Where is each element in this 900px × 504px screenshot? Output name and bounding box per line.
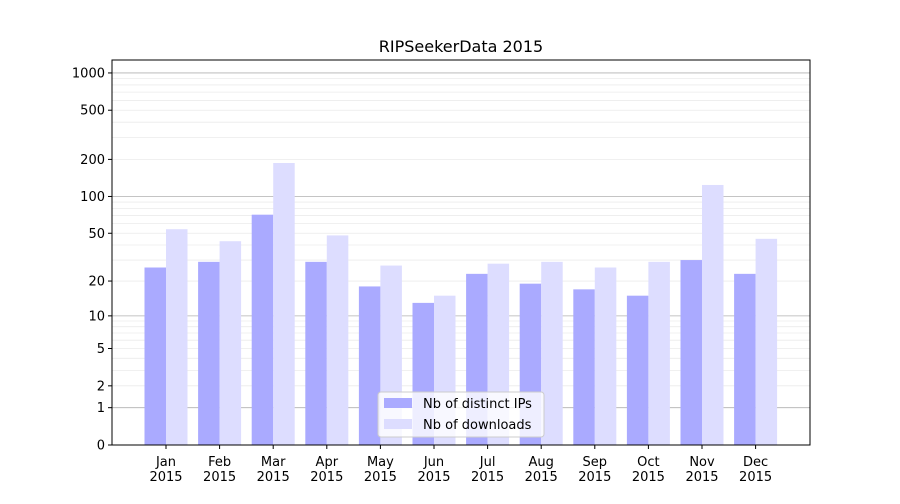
x-tick-label: 2015 <box>525 470 558 485</box>
x-tick-label: Oct <box>637 455 659 470</box>
y-tick-label: 100 <box>80 190 105 205</box>
bar-ips <box>734 273 756 445</box>
legend-swatch <box>384 398 412 408</box>
legend: Nb of distinct IPs Nb of downloads <box>377 391 545 438</box>
bar-downloads <box>541 261 563 445</box>
bar-ips <box>358 286 381 445</box>
x-tick-label: Feb <box>208 455 231 470</box>
x-tick-label: 2015 <box>685 470 718 485</box>
x-tick-label: Apr <box>316 455 339 470</box>
legend-box <box>377 391 545 438</box>
chart-title: RIPSeekerData 2015 <box>379 37 543 56</box>
axes-frame <box>111 59 811 446</box>
x-tick-label: 2015 <box>203 470 236 485</box>
legend-label: Nb of distinct IPs <box>423 397 532 412</box>
x-tick-label: May <box>367 455 394 470</box>
bar-downloads <box>702 184 724 445</box>
x-tick-label: 2015 <box>471 470 504 485</box>
x-tick-label: Jun <box>423 455 444 470</box>
x-tick-label: 2015 <box>417 470 450 485</box>
legend-swatch <box>384 419 412 429</box>
y-tick-label: 10 <box>88 309 105 324</box>
bar-ips <box>305 261 327 445</box>
x-tick-label: 2015 <box>364 470 397 485</box>
bar-downloads <box>326 235 349 445</box>
y-tick-label: 2 <box>97 379 105 394</box>
y-tick-label: 0 <box>97 439 105 454</box>
bar-downloads <box>755 238 778 445</box>
y-tick-label: 1000 <box>72 66 105 81</box>
legend-label: Nb of downloads <box>423 418 532 433</box>
bar-downloads <box>219 241 242 445</box>
bar-ips <box>573 289 595 445</box>
x-tick-label: Mar <box>261 455 286 470</box>
bar-ips <box>251 214 274 445</box>
x-tick-label: 2015 <box>632 470 665 485</box>
x-tick-label: Dec <box>743 455 768 470</box>
x-tick-label: Sep <box>583 455 608 470</box>
y-tick-label: 500 <box>80 104 105 119</box>
y-tick-label: 1 <box>97 401 105 416</box>
x-tick-label: Jan <box>155 455 176 470</box>
y-tick-label: 200 <box>80 153 105 168</box>
y-tick-label: 50 <box>88 227 105 242</box>
bar-downloads <box>166 229 188 445</box>
x-tick-label: Aug <box>529 455 554 470</box>
bar-ips <box>626 295 649 445</box>
bar-ips <box>144 267 166 445</box>
bar-downloads <box>594 267 617 445</box>
x-tick-label: 2015 <box>257 470 290 485</box>
bar-downloads <box>273 163 295 445</box>
y-tick-label: 20 <box>88 275 105 290</box>
x-tick-label: Nov <box>689 455 715 470</box>
bar-ips <box>198 261 220 445</box>
bar-ips <box>680 260 702 445</box>
x-tick-label: 2015 <box>578 470 611 485</box>
x-tick-label: 2015 <box>739 470 772 485</box>
x-tick-label: 2015 <box>149 470 182 485</box>
x-tick-label: 2015 <box>310 470 343 485</box>
y-tick-label: 5 <box>97 342 105 357</box>
bar-downloads <box>648 261 670 445</box>
x-tick-label: Jul <box>479 455 496 470</box>
